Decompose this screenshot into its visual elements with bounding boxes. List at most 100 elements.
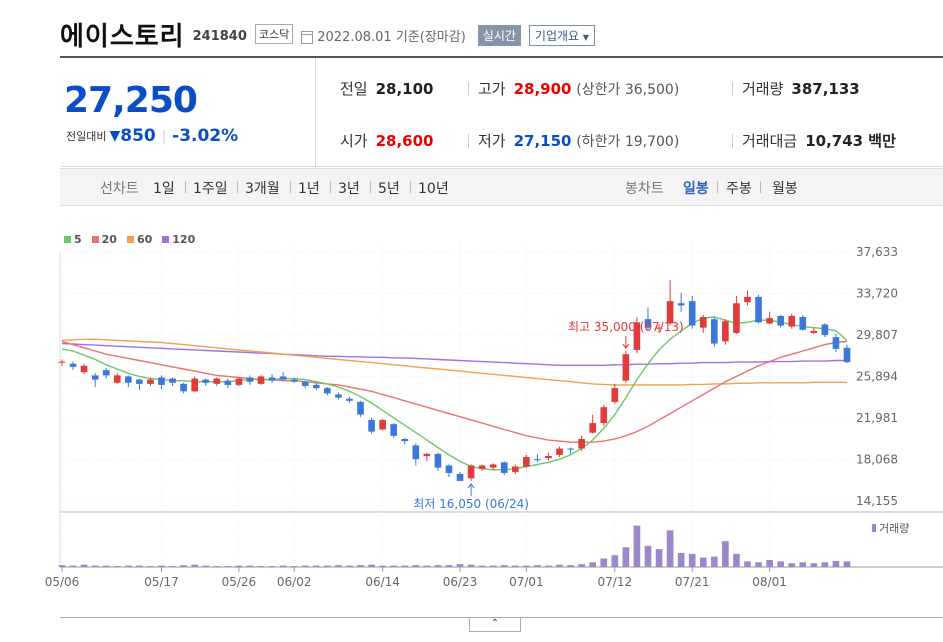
volume-bar [412,565,420,567]
volume-bar [456,564,464,567]
volume-bar [368,564,375,567]
candle-body [755,296,762,323]
volume-bar [578,564,585,567]
chevron-down-icon: ▼ [582,33,590,42]
volume-bar [257,566,265,568]
market-badge: 코스닥 [254,24,294,44]
volume-bar [125,565,132,567]
tab-5year[interactable]: 5년 [378,181,400,197]
tab-1day[interactable]: 1일 [153,181,175,197]
candle-body [136,379,143,384]
volume-bar [301,565,309,567]
candle-body [733,303,740,333]
divider [410,181,411,193]
realtime-button[interactable]: 실시간 [477,25,521,46]
volume-bar [379,565,386,567]
chart-grid [59,242,943,572]
volume-bar [611,555,619,567]
tab-daily[interactable]: 일봉 [683,181,709,197]
prev-close: 전일 28,100 [340,78,434,99]
company-overview-button[interactable]: 기업개요 ▼ [528,25,596,46]
volume-bar [556,564,563,567]
tab-3year[interactable]: 3년 [338,181,360,197]
volume-bar [489,565,497,567]
volume-bar [268,566,276,568]
volume-value: 387,133 [791,80,860,98]
high-label: 고가 [478,80,506,98]
volume-bar [467,564,475,567]
chart-axes: 37,633 33,720 29,807 25,894 21,981 18,068 14,1… [45,245,898,589]
volume: 거래량 387,133 [742,78,860,99]
candle-body [69,363,77,367]
volume-bar [357,565,364,567]
candle-body [534,459,541,461]
x-tick-label: 07/01 [509,575,544,589]
chart-annotations: 최고 35,000 (07/13) 최저 16,050 (06/24) [413,320,683,511]
candle-body [489,464,497,468]
candle-body [80,365,88,373]
divider [468,82,469,96]
y-tick-label: 25,894 [856,370,898,384]
volume-bar [401,565,409,567]
divider: | [161,128,167,144]
y-tick-label: 14,155 [856,494,898,508]
volume-bar [91,565,99,567]
volume-bar [722,541,729,567]
current-price: 27,250 [64,80,198,121]
collapse-chart-button[interactable]: ⌃ [469,618,521,632]
y-tick-label: 29,807 [856,328,898,342]
tab-3month[interactable]: 3개월 [245,181,280,197]
candle-body [843,347,851,363]
low-price: 저가 27,150 (하한가 19,700) [478,130,679,151]
volume-bar [246,565,254,567]
candle-body [655,327,663,329]
candle-body [158,377,165,385]
volume-bar [832,560,840,567]
volume-bar [335,565,342,567]
volume-bar [158,565,165,567]
candle-body [423,453,431,456]
y-tick-label: 37,633 [856,245,898,259]
base-date: 2022.08.01 기준(장마감) [317,30,466,45]
tab-1week[interactable]: 1주일 [193,181,228,197]
volume-legend-swatch [872,524,876,532]
moving-average-lines [61,316,848,471]
x-tick-label: 07/12 [598,575,633,589]
x-tick-label: 07/21 [675,575,710,589]
ma5-line [61,316,848,471]
company-overview-label: 기업개요 [534,29,580,43]
volume-bar [534,565,541,567]
legend-ma60[interactable]: 60 [126,233,152,246]
volume-bar [744,561,751,567]
candle-body [500,462,508,473]
volume-bar [113,566,121,568]
x-tick-label: 06/23 [443,575,478,589]
volume-bar [589,562,597,567]
company-name[interactable]: 에이스토리 [60,22,185,52]
legend-ma120[interactable]: 120 [162,233,195,246]
tab-weekly[interactable]: 주봉 [726,181,752,197]
candle-body [744,296,751,303]
tab-10year[interactable]: 10년 [418,181,449,197]
candle-body [58,361,66,363]
low-annotation: 최저 16,050 (06/24) [413,497,529,511]
candle-body [777,315,784,326]
ma20-line [61,340,848,443]
tab-1year[interactable]: 1년 [298,181,320,197]
stock-code: 241840 [192,29,247,44]
legend-ma5[interactable]: 5 [64,233,82,246]
candle-body [191,378,198,392]
open-value: 28,600 [375,132,434,150]
candle-body [357,401,364,415]
low-arrow-head [467,483,475,489]
candle-body [589,423,597,433]
amount-label: 거래대금 [742,132,798,150]
ma120-line [61,342,847,366]
tab-monthly[interactable]: 월봉 [772,181,798,197]
legend-ma20[interactable]: 20 [91,233,117,246]
x-tick-label: 05/26 [222,575,257,589]
volume-bar [500,565,508,567]
divider [717,181,718,193]
candle-body [810,330,818,333]
candle-chart-label: 봉차트 [625,181,664,197]
